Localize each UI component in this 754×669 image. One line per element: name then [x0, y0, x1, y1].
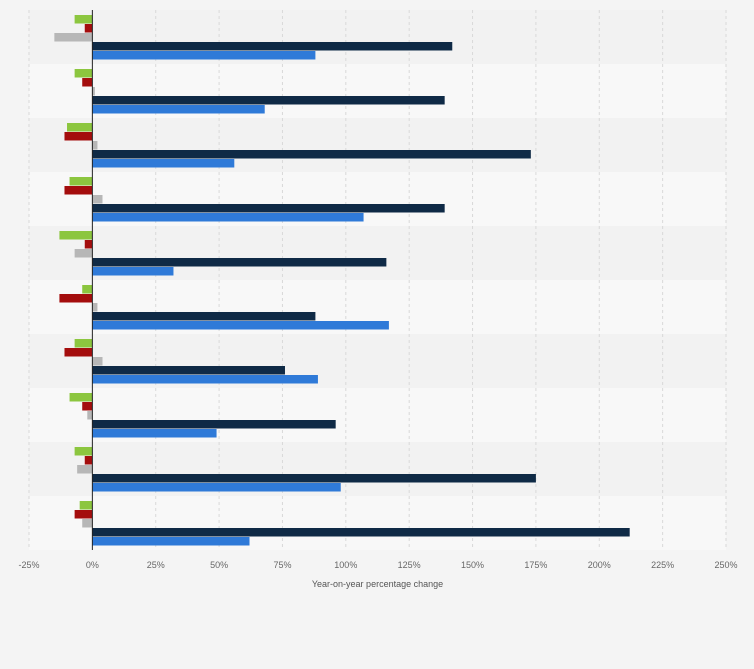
x-tick-label: 50% [210, 560, 228, 570]
bar [74, 249, 93, 258]
bar [92, 357, 103, 366]
bar [64, 132, 93, 141]
bar [69, 177, 93, 186]
bar [79, 501, 93, 510]
bar [82, 519, 93, 528]
bar [92, 258, 387, 267]
bar [67, 123, 93, 132]
x-tick-label: 150% [461, 560, 484, 570]
x-tick-label: 0% [86, 560, 99, 570]
bar [87, 411, 93, 420]
bar [92, 483, 341, 492]
bar [92, 267, 174, 276]
bar [59, 231, 93, 240]
bar [92, 528, 630, 537]
x-tick-label: 250% [714, 560, 737, 570]
bar [74, 339, 93, 348]
bar [74, 510, 93, 519]
x-tick-label: 125% [398, 560, 421, 570]
bar [92, 150, 531, 159]
bar [92, 312, 316, 321]
bar [92, 474, 536, 483]
bar [92, 204, 445, 213]
bar [92, 42, 453, 51]
bar [84, 24, 93, 33]
bar [92, 96, 445, 105]
bar [92, 159, 235, 168]
bar [92, 321, 389, 330]
x-tick-label: 100% [334, 560, 357, 570]
bar [92, 51, 316, 60]
x-tick-label: 75% [273, 560, 291, 570]
bar [64, 186, 93, 195]
bar [92, 429, 217, 438]
bar [92, 213, 364, 222]
bars [54, 15, 630, 546]
bar [92, 303, 98, 312]
bar [92, 375, 318, 384]
x-tick-label: 175% [524, 560, 547, 570]
bar [54, 33, 93, 42]
bar [77, 465, 93, 474]
bar [92, 87, 95, 96]
bar [59, 294, 93, 303]
bar [64, 348, 93, 357]
bar [92, 141, 98, 150]
x-tick-label: 200% [588, 560, 611, 570]
bar [92, 420, 336, 429]
bar [74, 447, 93, 456]
bar [74, 69, 93, 78]
bar [82, 78, 93, 87]
x-tick-labels: -25% 0% 25% 50% 75% 100% 125% 150% 175% 200% 225% 2… [18, 560, 737, 570]
bar [92, 537, 250, 546]
bar [92, 195, 103, 204]
bar [74, 15, 93, 24]
bar [84, 240, 93, 249]
category-bands [29, 10, 726, 550]
bar [82, 402, 93, 411]
bar [84, 456, 93, 465]
bar [92, 366, 285, 375]
bar [82, 285, 93, 294]
x-axis-title: Year-on-year percentage change [312, 579, 443, 589]
bar [92, 105, 265, 114]
x-tick-label: 225% [651, 560, 674, 570]
gridlines [28, 10, 727, 550]
x-tick-label: 25% [147, 560, 165, 570]
x-tick-label: -25% [18, 560, 39, 570]
bar [69, 393, 93, 402]
